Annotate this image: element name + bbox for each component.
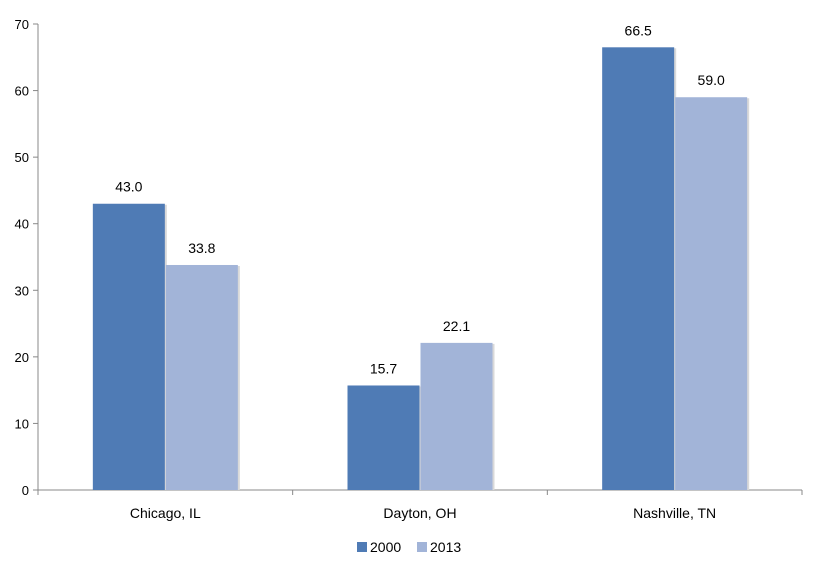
bar-2000	[92, 203, 165, 490]
y-tick-label: 20	[15, 350, 29, 365]
legend: 2000 2013	[357, 539, 461, 555]
plot-bars	[92, 47, 750, 491]
data-label: 33.8	[188, 240, 215, 256]
legend-label: 2000	[370, 539, 401, 555]
y-axis-ticks: 0 10 20 30 40 50 60 70	[15, 17, 38, 498]
x-axis: Chicago, IL Dayton, OH Nashville, TN	[37, 489, 803, 521]
legend-label: 2013	[430, 539, 461, 555]
y-tick-label: 10	[15, 416, 29, 431]
y-tick-label: 0	[22, 483, 29, 498]
bar-2013	[420, 342, 493, 490]
bar-2000	[602, 47, 675, 491]
legend-swatch	[417, 542, 427, 552]
y-axis: 0 10 20 30 40 50 60 70	[15, 17, 39, 498]
data-label: 22.1	[443, 318, 470, 334]
y-tick-label: 60	[15, 84, 29, 99]
bar-2013	[165, 264, 238, 490]
data-label: 66.5	[625, 22, 652, 38]
y-tick-label: 70	[15, 17, 29, 32]
data-label: 15.7	[370, 360, 397, 376]
data-label: 43.0	[115, 179, 142, 195]
legend-swatch	[357, 542, 367, 552]
data-label: 59.0	[698, 72, 725, 88]
y-tick-label: 40	[15, 217, 29, 232]
bar-2013	[675, 97, 748, 490]
x-category-label: Dayton, OH	[383, 505, 456, 521]
y-tick-label: 50	[15, 150, 29, 165]
y-tick-label: 30	[15, 283, 29, 298]
plot-data-labels: 43.0 33.8 15.7 22.1 66.5 59.0	[115, 22, 725, 376]
x-axis-ticks: Chicago, IL Dayton, OH Nashville, TN	[37, 490, 803, 521]
x-category-label: Nashville, TN	[633, 505, 716, 521]
bar-2000	[347, 385, 420, 490]
x-category-label: Chicago, IL	[130, 505, 201, 521]
